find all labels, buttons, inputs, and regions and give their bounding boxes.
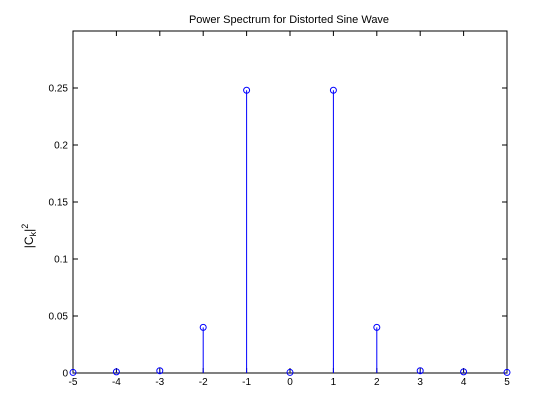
stem-marker — [199, 323, 207, 331]
stem-marker — [156, 367, 164, 375]
stem-marker — [243, 86, 251, 94]
y-axis-label-superscript: 2 — [20, 224, 30, 229]
x-tick-label: 2 — [374, 377, 380, 388]
y-tick-label: 0.1 — [54, 255, 68, 266]
y-tick-label: 0.15 — [49, 198, 69, 209]
x-tick-label: -1 — [242, 377, 251, 388]
x-tick-label: -5 — [69, 377, 78, 388]
y-tick-label: 0.25 — [49, 84, 69, 95]
y-tick-label: 0.05 — [49, 312, 69, 323]
x-tick-label: -3 — [155, 377, 164, 388]
x-tick-label: -4 — [112, 377, 121, 388]
y-axis-label-tail: | — [22, 229, 36, 232]
x-tick-label: -2 — [199, 377, 208, 388]
y-tick-label: 0.2 — [54, 141, 68, 152]
x-tick-label: 0 — [287, 377, 293, 388]
x-tick-label: 4 — [461, 377, 467, 388]
y-axis-label-main: |C — [22, 236, 36, 248]
stems — [69, 86, 511, 376]
stem-marker — [329, 86, 337, 94]
stem-marker — [373, 323, 381, 331]
stem-marker — [503, 368, 511, 376]
stem-marker — [112, 368, 120, 376]
x-tick-label: 5 — [504, 377, 510, 388]
x-tick-label: 1 — [331, 377, 337, 388]
stem-marker — [416, 367, 424, 375]
stem-marker — [460, 368, 468, 376]
stem-marker — [69, 368, 77, 376]
y-axis-label: |Ck|2 — [20, 224, 38, 248]
chart-title: Power Spectrum for Distorted Sine Wave — [189, 14, 389, 26]
y-tick-label: 0 — [62, 369, 68, 380]
y-axis-label-subscript: k — [28, 231, 38, 236]
stem-marker — [286, 368, 294, 376]
x-tick-label: 3 — [417, 377, 423, 388]
